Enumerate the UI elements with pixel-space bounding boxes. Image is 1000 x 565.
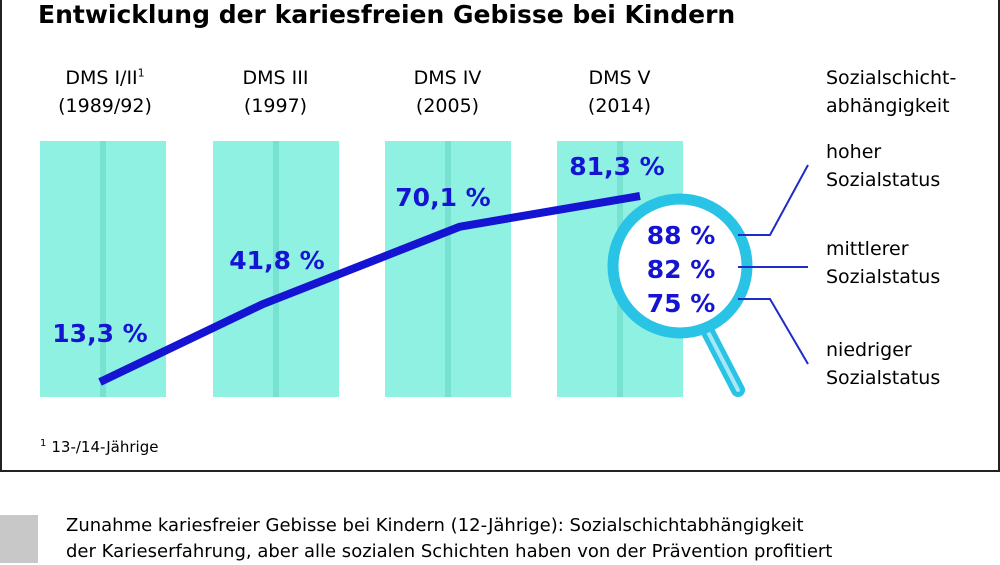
side-group-label: Sozialstatus	[826, 266, 940, 288]
column-heading-name: DMS IV	[413, 67, 482, 89]
side-group-label: hoher	[826, 141, 881, 163]
column-heading-year: (1997)	[243, 95, 308, 117]
caption: Zunahme kariesfreier Gebisse bei Kindern…	[66, 513, 832, 565]
value-label: 41,8 %	[229, 246, 324, 275]
side-heading-line: Sozialschicht-	[826, 67, 957, 89]
caption-line: der Karieserfahrung, aber alle sozialen …	[66, 541, 833, 562]
magnifier-icon: 88 % 82 % 75 %	[607, 193, 753, 397]
side-groups: hoher Sozialstatus mittlerer Sozialstatus ni…	[738, 141, 940, 389]
footnote-text: 13-/14-Jährige	[51, 438, 159, 456]
footnote: 1 13-/14-Jährige	[40, 438, 158, 456]
chart-frame	[0, 0, 1000, 472]
magnifier-value-label: 75 %	[647, 289, 716, 318]
value-labels: 13,3 % 41,8 % 70,1 % 81,3 %	[52, 152, 664, 348]
column-heading-year: (1989/92)	[58, 95, 152, 117]
side-group-label: Sozialstatus	[826, 367, 940, 389]
column-heading-dms-5: DMS V (2014)	[557, 64, 682, 120]
value-label: 13,3 %	[52, 319, 147, 348]
column-heading-year: (2014)	[587, 95, 652, 117]
column-heading-year: (2005)	[415, 95, 480, 117]
side-group-label: niedriger	[826, 339, 912, 361]
column-heading-name: DMS V	[588, 67, 651, 89]
value-label: 70,1 %	[395, 183, 490, 212]
trend-line	[98, 192, 641, 386]
column-heading-dms-3: DMS III (1997)	[213, 64, 338, 120]
connector-line	[738, 298, 809, 365]
chart-svg: 13,3 % 41,8 % 70,1 % 81,3 % 88 % 82 % 75 % ho…	[40, 141, 940, 397]
column-heading-dms-1-2: DMS I/II1 (1989/92)	[40, 64, 170, 120]
column-heading-name: DMS I/II	[65, 67, 138, 89]
column-stripe	[100, 141, 106, 397]
side-group-label: mittlerer	[826, 238, 909, 260]
magnifier-value-label: 82 %	[647, 255, 716, 284]
side-group-label: Sozialstatus	[826, 169, 940, 191]
footnote-marker: 1	[137, 66, 145, 80]
side-heading-line: abhängigkeit	[826, 95, 950, 117]
magnifier-handle-highlight	[706, 330, 740, 392]
caption-marker	[0, 515, 38, 563]
column-heading-name: DMS III	[242, 67, 309, 89]
connector-line	[738, 164, 809, 236]
chart-title: Entwicklung der kariesfreien Gebisse bei…	[38, 0, 736, 29]
column-stripe	[273, 141, 279, 397]
side-heading: Sozialschicht- abhängigkeit	[826, 64, 956, 120]
magnifier-value-label: 88 %	[647, 221, 716, 250]
column-stripe	[445, 141, 451, 397]
footnote-marker: 1	[40, 438, 47, 449]
column-heading-dms-4: DMS IV (2005)	[385, 64, 510, 120]
value-label: 81,3 %	[569, 152, 664, 181]
caption-line: Zunahme kariesfreier Gebisse bei Kindern…	[66, 515, 804, 536]
